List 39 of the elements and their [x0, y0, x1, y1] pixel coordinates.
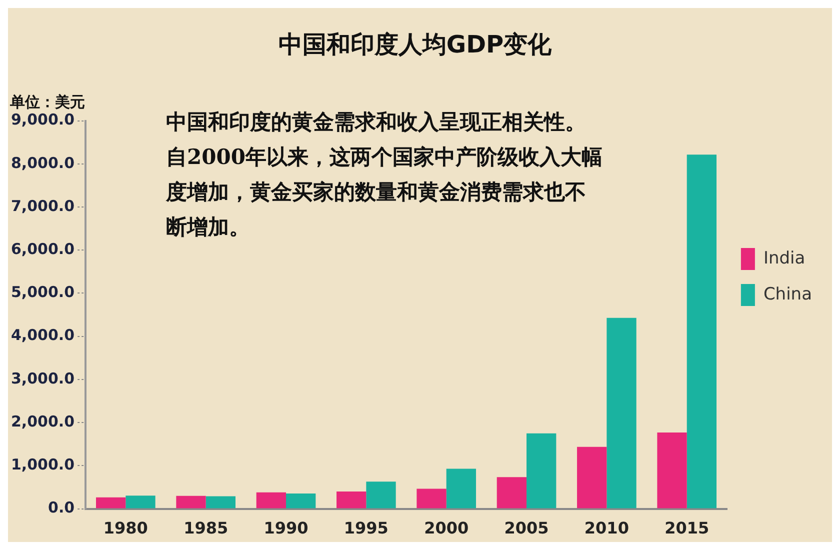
x-tick-label: 2000: [424, 518, 469, 538]
bar: [256, 492, 286, 508]
x-tick-label: 1990: [264, 518, 308, 538]
bar: [126, 496, 156, 508]
y-tick-label: 9,000.0: [10, 110, 75, 129]
x-tick-label: 1980: [103, 518, 148, 538]
y-tick-label: 4,000.0: [10, 326, 75, 344]
bar: [446, 468, 476, 508]
bar: [206, 496, 236, 508]
bar: [657, 432, 687, 508]
bar: [577, 446, 607, 508]
bar: [526, 433, 556, 508]
chart-title: 中国和印度人均GDP变化: [278, 30, 553, 59]
y-tick-label: 0.0: [48, 498, 75, 517]
bar: [686, 154, 717, 508]
y-tick-label: 6,000.0: [10, 240, 75, 258]
x-tick-label: 2005: [504, 518, 549, 538]
bar: [176, 496, 206, 508]
annotation: 中国和印度的黄金需求和收入呈现正相关性。自2000年以来，这两个国家中产阶级收入大幅度增加，黄金买家的数量和黄金消费需求也不断增加。: [165, 108, 602, 239]
y-tick-label: 7,000.0: [10, 196, 75, 215]
bar: [606, 318, 636, 508]
x-tick-label: 2010: [584, 518, 629, 538]
bar: [366, 482, 396, 508]
bar: [286, 493, 316, 508]
x-tick-label: 1985: [184, 518, 228, 538]
x-tick-label: 1995: [344, 518, 388, 538]
bar: [416, 488, 446, 508]
y-axis-title: 单位：美元: [9, 93, 85, 112]
legend-label: China: [763, 284, 812, 304]
y-tick-label: 8,000.0: [10, 154, 75, 172]
y-tick-label: 1,000.0: [10, 456, 75, 474]
y-tick-label: 2,000.0: [10, 412, 75, 430]
y-tick-label: 3,000.0: [10, 369, 75, 388]
x-tick-label: 2015: [664, 518, 710, 538]
bar: [96, 497, 126, 508]
bar: [496, 477, 527, 508]
bar: [336, 492, 366, 508]
legend-label: India: [763, 248, 806, 268]
y-tick-label: 5,000.0: [10, 283, 75, 302]
